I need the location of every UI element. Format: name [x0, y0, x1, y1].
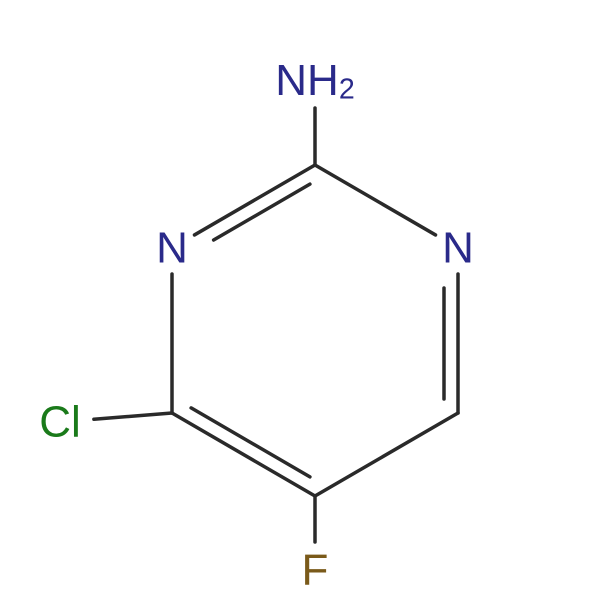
bond — [194, 165, 315, 235]
bond — [315, 413, 458, 496]
bond — [315, 165, 436, 235]
atom-label-F: F — [302, 546, 329, 595]
bond — [94, 413, 172, 419]
bond — [172, 413, 315, 496]
bond — [191, 408, 310, 477]
bond — [214, 184, 310, 240]
atom-label-N1: N — [156, 224, 188, 273]
atom-label-Cl: Cl — [39, 398, 81, 447]
atom-label-N2: N — [442, 224, 474, 273]
chemical-structure: NH2 N N Cl F — [0, 0, 613, 615]
atom-label-NH2: NH2 — [275, 56, 354, 106]
